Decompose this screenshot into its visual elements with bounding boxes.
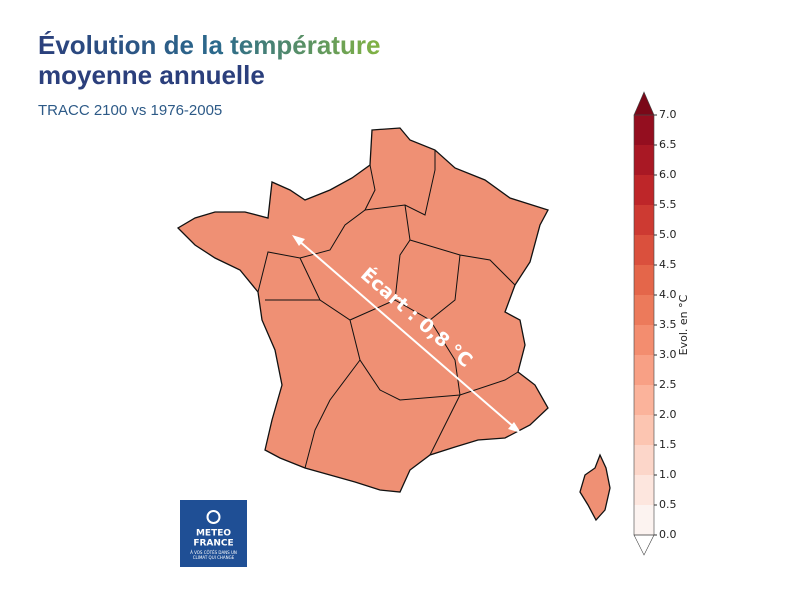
colorbar-bin bbox=[634, 325, 654, 355]
logo-icon bbox=[206, 510, 221, 524]
colorbar-tick-label: 3.5 bbox=[659, 318, 677, 331]
logo-tagline: À VOS CÔTÉS DANS UN bbox=[190, 550, 237, 555]
map bbox=[176, 127, 611, 522]
corsica bbox=[579, 453, 611, 522]
arrow-head bbox=[292, 235, 305, 246]
colorbar: 0.0 0.5 1.0 1.5 2.0 2.5 3.0 3.5 4.0 4.5 5.0 5.5 6.0 6… bbox=[633, 91, 677, 556]
title-line: Évolution de la température bbox=[38, 30, 380, 60]
subtitle: TRACC 2100 vs 1976-2005 bbox=[38, 102, 222, 119]
colorbar-bin bbox=[634, 475, 654, 505]
arrow-head bbox=[508, 422, 521, 433]
colorbar-tick-label: 4.0 bbox=[659, 288, 677, 301]
colorbar-bin bbox=[634, 115, 654, 145]
colorbar-bin bbox=[634, 265, 654, 295]
colorbar-tick-label: 0.5 bbox=[659, 498, 677, 511]
colorbar-bin bbox=[634, 145, 654, 175]
colorbar-bin bbox=[634, 295, 654, 325]
colorbar-bin bbox=[634, 205, 654, 235]
colorbar-extension bbox=[633, 91, 655, 116]
colorbar-label: Evol. en °C bbox=[677, 294, 690, 355]
logo: METEO FRANCE À VOS CÔTÉS DANS UN CLIMAT … bbox=[180, 500, 247, 567]
colorbar-tick-label: 6.5 bbox=[659, 138, 677, 151]
colorbar-tick-label: 7.0 bbox=[659, 108, 677, 121]
colorbar-bin bbox=[634, 235, 654, 265]
colorbar-tick-label: 1.5 bbox=[659, 438, 677, 451]
logo-name: METEO bbox=[196, 529, 231, 539]
colorbar-tick-label: 2.0 bbox=[659, 408, 677, 421]
colorbar-bin bbox=[634, 175, 654, 205]
colorbar-bin bbox=[634, 385, 654, 415]
colorbar-bin bbox=[634, 505, 654, 535]
colorbar-tick-label: 5.0 bbox=[659, 228, 677, 241]
arrow-line bbox=[297, 239, 516, 429]
colorbar-bin bbox=[634, 415, 654, 445]
colorbar-extension bbox=[633, 534, 655, 556]
logo-name: FRANCE bbox=[193, 539, 233, 549]
colorbar-tick-label: 0.0 bbox=[659, 528, 677, 541]
colorbar-tick-label: 1.0 bbox=[659, 468, 677, 481]
distance-arrow bbox=[292, 235, 521, 433]
colorbar-tick-label: 2.5 bbox=[659, 378, 677, 391]
colorbar-tick-label: 5.5 bbox=[659, 198, 677, 211]
colorbar-tick-label: 3.0 bbox=[659, 348, 677, 361]
france bbox=[176, 127, 549, 493]
logo-tagline: CLIMAT QUI CHANGE bbox=[193, 555, 235, 560]
colorbar-bin bbox=[634, 445, 654, 475]
colorbar-tick-label: 6.0 bbox=[659, 168, 677, 181]
title-line: moyenne annuelle bbox=[38, 60, 265, 90]
colorbar-tick-label: 4.5 bbox=[659, 258, 677, 271]
colorbar-bin bbox=[634, 355, 654, 385]
